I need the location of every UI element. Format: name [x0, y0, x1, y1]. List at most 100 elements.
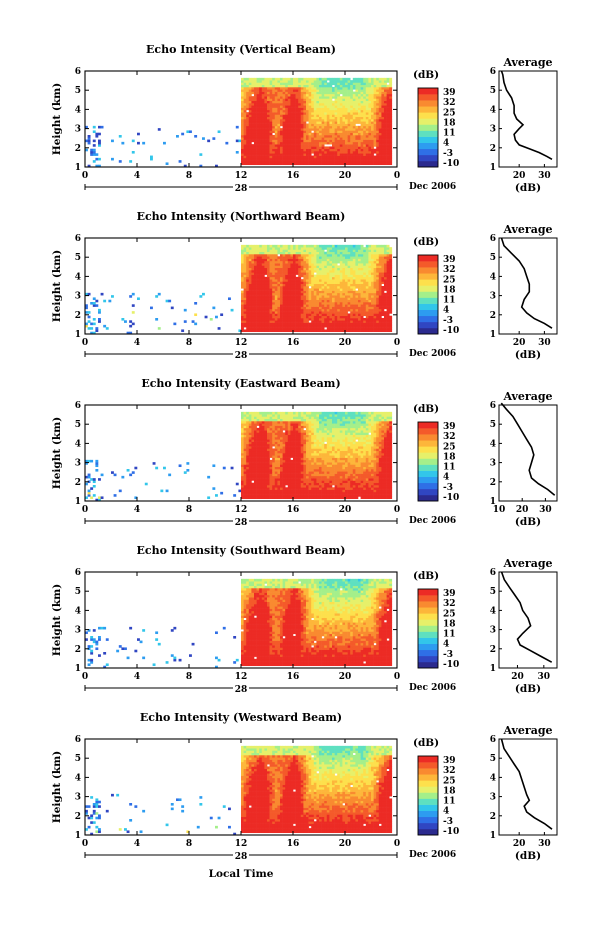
heatmap-cell: [259, 324, 263, 328]
heatmap-cell: [355, 272, 359, 275]
heatmap-cell: [376, 121, 380, 124]
heatmap-cell: [319, 281, 322, 285]
heatmap-cell: [378, 151, 382, 154]
heatmap-cell: [313, 318, 317, 321]
heatmap-cell: [95, 135, 99, 138]
heatmap-cell: [378, 299, 382, 303]
heatmap-cell: [243, 125, 247, 129]
heatmap-cell: [389, 151, 393, 154]
heatmap-cell: [277, 157, 281, 161]
heatmap-cell: [303, 308, 307, 312]
heatmap-cell: [235, 125, 239, 129]
heatmap-cell: [324, 155, 328, 159]
heatmap-cell: [381, 329, 385, 333]
heatmap-cell: [363, 135, 367, 138]
heatmap-cell: [355, 244, 359, 248]
heatmap-cell: [350, 292, 354, 296]
heatmap-cell: [269, 116, 273, 120]
heatmap-cell: [326, 146, 330, 150]
heatmap-cell: [373, 327, 377, 330]
heatmap-cell: [269, 254, 273, 257]
heatmap-cell: [365, 327, 369, 330]
heatmap-cell: [261, 313, 265, 317]
heatmap-cell: [347, 84, 351, 88]
heatmap-cell: [90, 148, 94, 152]
heatmap-cell: [332, 290, 335, 294]
heatmap-cell: [342, 308, 346, 312]
heatmap-cell: [241, 329, 244, 333]
heatmap-cell: [293, 258, 296, 262]
heatmap-cell: [243, 151, 247, 154]
heatmap-cell: [254, 485, 257, 488]
heatmap-cell: [254, 446, 257, 449]
heatmap-cell: [248, 135, 252, 138]
heatmap-cell: [378, 144, 382, 147]
heatmap-cell: [293, 324, 296, 328]
y-axis-label: Height (km): [51, 250, 63, 322]
heatmap-cell: [290, 84, 294, 88]
heatmap-cell: [365, 148, 369, 152]
heatmap-cell: [371, 135, 374, 138]
heatmap-cell: [264, 77, 268, 81]
heatmap-cell: [329, 263, 333, 266]
heatmap-cell: [254, 162, 257, 166]
heatmap-cell: [337, 320, 341, 323]
heatmap-cell: [311, 146, 315, 150]
heatmap-cell: [243, 471, 247, 474]
heatmap-cell: [251, 107, 255, 111]
heatmap-cell: [277, 272, 281, 275]
heatmap-cell: [246, 318, 250, 321]
heatmap-cell: [298, 153, 302, 156]
heatmap-cell: [342, 322, 346, 326]
heatmap-cell: [300, 292, 304, 296]
heatmap-cell: [378, 311, 382, 314]
heatmap-cell: [282, 249, 286, 253]
heatmap-cell: [261, 297, 265, 301]
heatmap-cell: [321, 311, 325, 314]
heatmap-cell: [347, 96, 351, 99]
heatmap-cell: [376, 109, 380, 113]
heatmap-cell: [259, 272, 263, 275]
heatmap-cell: [365, 160, 369, 163]
heatmap-cell: [386, 329, 390, 333]
heatmap-cell: [381, 96, 385, 99]
heatmap-cell: [355, 249, 359, 253]
heatmap-cell: [290, 87, 294, 90]
heatmap-cell: [95, 164, 99, 168]
heatmap-cell: [345, 283, 348, 287]
heatmap-cell: [269, 135, 273, 138]
heatmap-cell: [352, 80, 356, 83]
heatmap-cell: [319, 153, 322, 156]
heatmap-cell: [373, 267, 377, 271]
heatmap-cell: [313, 160, 317, 163]
heatmap-cell: [269, 155, 273, 159]
heatmap-cell: [248, 267, 252, 271]
heatmap-cell: [274, 89, 278, 92]
heatmap-cell: [300, 265, 304, 269]
heatmap-cell: [358, 103, 361, 106]
heatmap-cell: [368, 290, 372, 294]
heatmap-cell: [308, 112, 312, 115]
heatmap-cell: [298, 247, 302, 250]
heatmap-cell: [282, 98, 286, 102]
heatmap-cell: [376, 272, 380, 275]
heatmap-cell: [365, 144, 369, 147]
heatmap-cell: [264, 125, 268, 129]
heatmap-cell: [269, 329, 273, 333]
heatmap-cell: [326, 320, 330, 323]
heatmap-cell: [248, 82, 252, 86]
heatmap-cell: [103, 324, 107, 328]
heatmap-cell: [339, 304, 343, 307]
heatmap-cell: [269, 258, 273, 262]
heatmap-cell: [329, 112, 333, 115]
heatmap-cell: [243, 464, 247, 468]
heatmap-cell: [326, 153, 330, 156]
heatmap-cell: [282, 295, 286, 298]
heatmap-cell: [371, 141, 374, 145]
heatmap-cell: [360, 274, 364, 278]
heatmap-cell: [358, 290, 361, 294]
heatmap-cell: [347, 247, 351, 250]
heatmap-cell: [326, 93, 330, 97]
heatmap-cell: [298, 100, 302, 104]
heatmap-cell: [345, 254, 348, 257]
